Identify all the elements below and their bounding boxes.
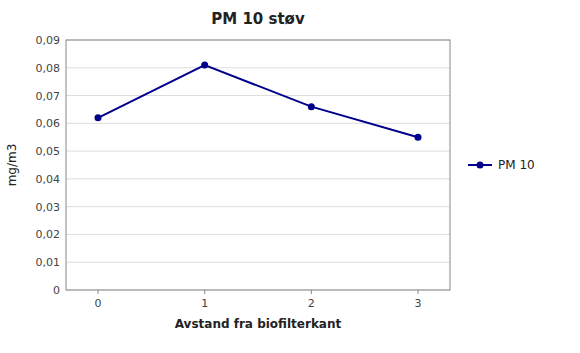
x-tick-label: 2 [308, 297, 315, 310]
x-tick-label: 3 [415, 297, 422, 310]
y-tick-label: 0 [53, 284, 60, 297]
grid-line [66, 123, 450, 124]
y-tick-label: 0,04 [36, 173, 61, 186]
x-tick-label: 0 [95, 297, 102, 310]
x-tick [204, 290, 205, 294]
point-marker [308, 103, 315, 110]
grid-line [66, 262, 450, 263]
y-tick-label: 0,08 [36, 62, 61, 75]
x-axis-label: Avstand fra biofilterkant [175, 317, 342, 331]
y-axis-label: mg/m3 [5, 144, 19, 187]
series-line [98, 65, 418, 137]
grid-line [66, 95, 450, 96]
x-tick [98, 290, 99, 294]
y-tick-label: 0,09 [36, 34, 61, 47]
y-tick-label: 0,05 [36, 145, 61, 158]
chart: PM 10 støv 0 0,01 0,02 0,03 0,04 0,05 0,06 0,07 0… [0, 0, 580, 353]
legend: PM 10 [468, 158, 535, 172]
point-marker [95, 114, 102, 121]
legend-label: PM 10 [498, 158, 535, 172]
plot-frame [66, 40, 450, 290]
y-tick-label: 0,01 [36, 256, 61, 269]
grid-line [66, 234, 450, 235]
legend-marker [477, 162, 484, 169]
y-tick-label: 0,02 [36, 228, 61, 241]
plot-area [95, 62, 422, 141]
point-marker [415, 134, 422, 141]
x-tick [311, 290, 312, 294]
x-tick-label: 1 [201, 297, 208, 310]
grid-line [66, 178, 450, 179]
title: PM 10 støv [211, 10, 305, 28]
grid-line [66, 151, 450, 152]
x-tick [418, 290, 419, 294]
y-tick-label: 0,06 [36, 117, 61, 130]
grid-line [66, 67, 450, 68]
y-tick-label: 0,07 [36, 90, 61, 103]
grid-line [66, 206, 450, 207]
point-marker [201, 62, 208, 69]
y-tick-label: 0,03 [36, 201, 61, 214]
